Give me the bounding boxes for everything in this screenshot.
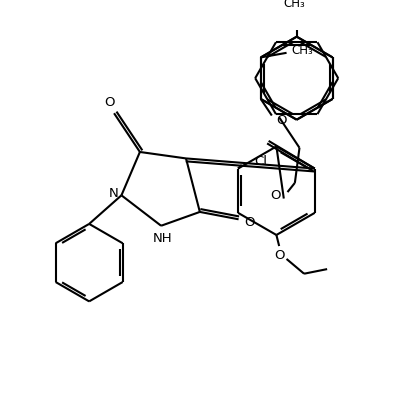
Text: CH₃: CH₃ [291, 44, 313, 57]
Text: O: O [276, 114, 287, 127]
Text: NH: NH [153, 232, 173, 245]
Text: CH₃: CH₃ [283, 0, 305, 10]
Text: N: N [109, 187, 119, 200]
Text: O: O [244, 216, 255, 229]
Text: O: O [104, 96, 115, 109]
Text: O: O [270, 189, 281, 202]
Text: O: O [274, 249, 284, 262]
Text: Cl: Cl [255, 155, 268, 168]
